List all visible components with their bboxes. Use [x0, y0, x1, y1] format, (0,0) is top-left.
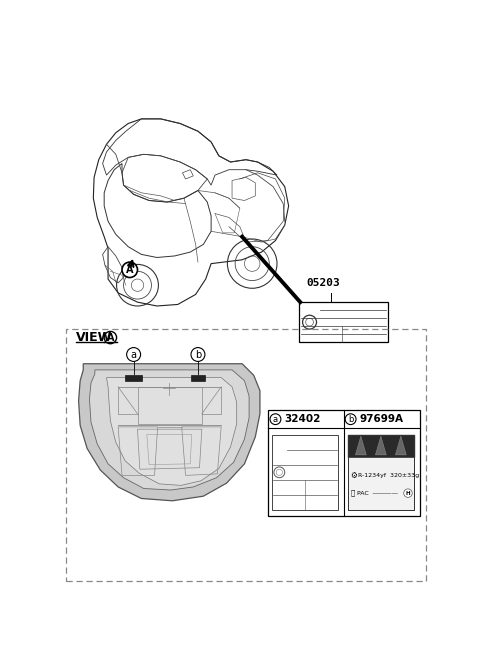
Text: a: a — [131, 350, 137, 359]
Text: 32402: 32402 — [285, 414, 321, 424]
Polygon shape — [355, 436, 366, 455]
Text: a: a — [273, 415, 278, 424]
Text: PAC  ――――: PAC ―――― — [357, 491, 397, 495]
Text: VIEW: VIEW — [75, 331, 112, 344]
Text: H: H — [406, 491, 410, 495]
Bar — [299, 302, 388, 342]
Text: ⚙: ⚙ — [350, 471, 358, 480]
Text: b: b — [195, 350, 201, 359]
Polygon shape — [107, 378, 237, 486]
Text: 🐾: 🐾 — [350, 490, 355, 497]
Bar — [268, 410, 420, 516]
Circle shape — [122, 262, 137, 277]
Polygon shape — [375, 436, 386, 455]
Bar — [125, 375, 142, 382]
Circle shape — [404, 489, 412, 497]
Text: R-1234yf  320±33g: R-1234yf 320±33g — [358, 473, 419, 478]
Polygon shape — [396, 436, 406, 455]
Bar — [348, 434, 414, 510]
Text: b: b — [348, 415, 353, 424]
Text: 05203: 05203 — [306, 279, 340, 288]
Bar — [348, 434, 414, 457]
Polygon shape — [89, 370, 249, 490]
Bar — [66, 329, 426, 581]
Polygon shape — [79, 364, 260, 501]
Text: A: A — [107, 332, 114, 342]
Text: 97699A: 97699A — [359, 414, 403, 424]
Bar — [272, 434, 338, 510]
Text: A: A — [126, 265, 133, 275]
Bar — [191, 375, 205, 382]
Bar — [348, 457, 414, 510]
